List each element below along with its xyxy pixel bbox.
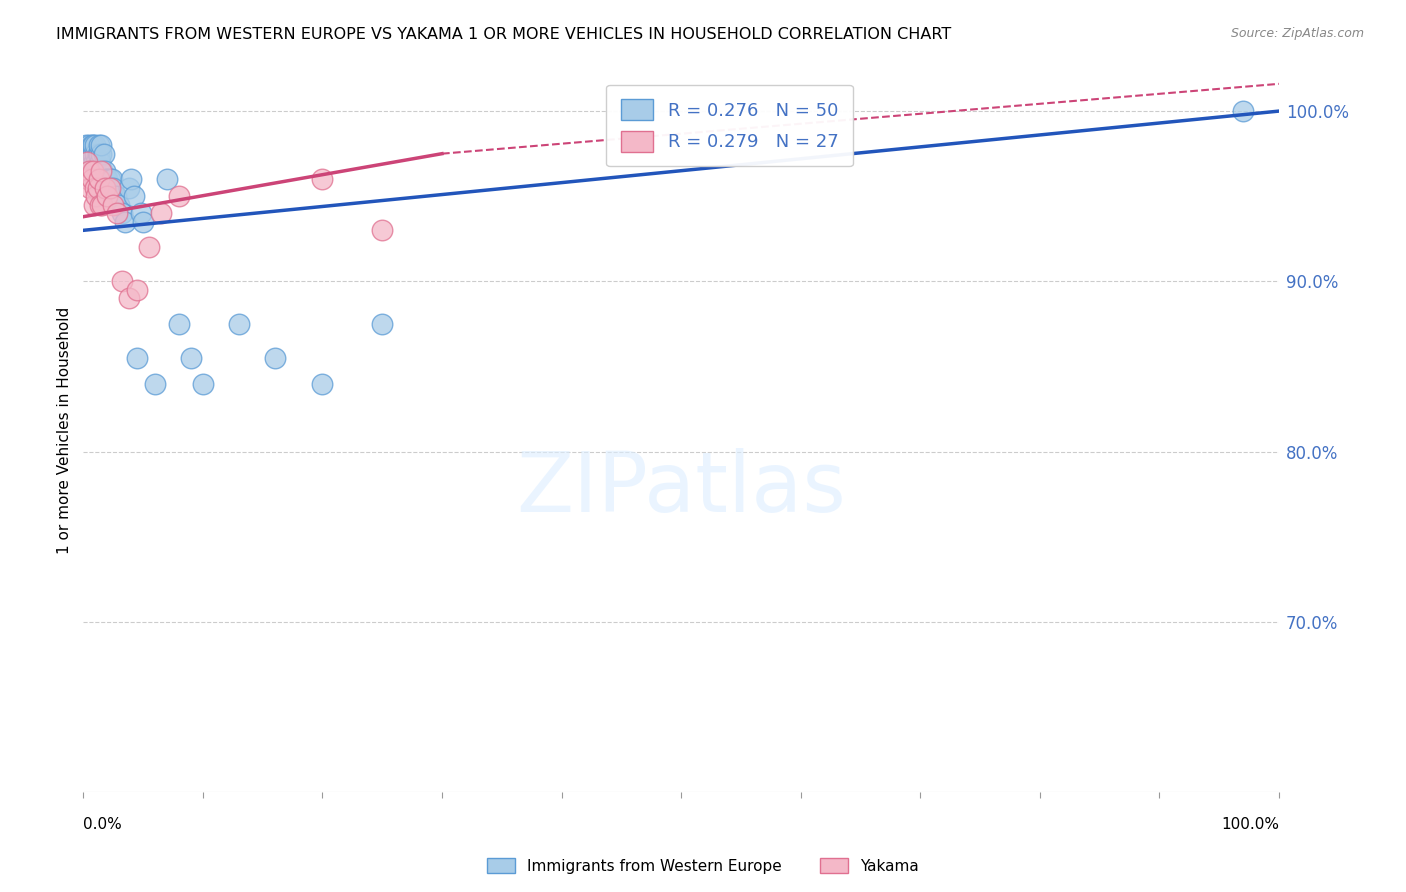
Point xyxy=(110,274,132,288)
Point xyxy=(90,163,112,178)
Point xyxy=(91,163,114,178)
Point xyxy=(84,138,107,153)
Point xyxy=(94,163,117,178)
Point xyxy=(76,146,98,161)
Point xyxy=(86,180,108,194)
Point xyxy=(94,172,117,186)
Point xyxy=(75,138,97,153)
Point xyxy=(118,180,141,194)
Point xyxy=(311,172,333,186)
Point xyxy=(138,240,160,254)
Text: ZIPatlas: ZIPatlas xyxy=(516,448,846,529)
Point xyxy=(127,351,149,365)
Point xyxy=(156,172,179,186)
Point xyxy=(118,292,141,306)
Point xyxy=(79,155,101,169)
Text: Source: ZipAtlas.com: Source: ZipAtlas.com xyxy=(1230,27,1364,40)
Point xyxy=(82,163,104,178)
Point xyxy=(77,146,100,161)
Point xyxy=(96,172,118,186)
Point xyxy=(122,189,145,203)
Point xyxy=(82,146,104,161)
Point xyxy=(87,172,110,186)
Point xyxy=(150,206,173,220)
Point xyxy=(91,198,114,212)
Point xyxy=(100,180,122,194)
Point xyxy=(105,206,128,220)
Point xyxy=(97,180,120,194)
Point xyxy=(86,146,108,161)
Point xyxy=(77,155,100,169)
Point xyxy=(90,146,112,161)
Point xyxy=(101,180,124,194)
Point xyxy=(120,172,142,186)
Point xyxy=(86,189,108,203)
Point xyxy=(143,376,166,391)
Point xyxy=(83,155,105,169)
Point xyxy=(167,189,190,203)
Point xyxy=(104,189,127,203)
Point xyxy=(84,146,107,161)
Point xyxy=(132,215,155,229)
Point xyxy=(371,317,394,331)
Point xyxy=(98,180,121,194)
Point xyxy=(94,180,117,194)
Point xyxy=(110,206,132,220)
Point xyxy=(191,376,214,391)
Point xyxy=(89,198,111,212)
Point xyxy=(180,351,202,365)
Point xyxy=(96,189,118,203)
Text: IMMIGRANTS FROM WESTERN EUROPE VS YAKAMA 1 OR MORE VEHICLES IN HOUSEHOLD CORRELA: IMMIGRANTS FROM WESTERN EUROPE VS YAKAMA… xyxy=(56,27,952,42)
Point xyxy=(114,215,136,229)
Point xyxy=(83,198,105,212)
Point xyxy=(1232,104,1254,119)
Point xyxy=(80,146,103,161)
Point xyxy=(371,223,394,237)
Legend: Immigrants from Western Europe, Yakama: Immigrants from Western Europe, Yakama xyxy=(481,852,925,880)
Point xyxy=(101,198,124,212)
Point xyxy=(263,351,285,365)
Point xyxy=(228,317,250,331)
Point xyxy=(167,317,190,331)
Point xyxy=(79,180,101,194)
Point xyxy=(77,163,100,178)
Point xyxy=(93,146,115,161)
Point xyxy=(129,206,152,220)
Point xyxy=(127,283,149,297)
Point xyxy=(311,376,333,391)
Point xyxy=(77,172,100,186)
Point xyxy=(87,138,110,153)
Point xyxy=(77,138,100,153)
Point xyxy=(84,180,107,194)
Point xyxy=(87,146,110,161)
Point xyxy=(101,172,124,186)
Point xyxy=(108,198,131,212)
Point xyxy=(82,138,104,153)
Point xyxy=(86,155,108,169)
Text: 100.0%: 100.0% xyxy=(1220,817,1279,832)
Y-axis label: 1 or more Vehicles in Household: 1 or more Vehicles in Household xyxy=(58,307,72,554)
Legend: R = 0.276   N = 50, R = 0.279   N = 27: R = 0.276 N = 50, R = 0.279 N = 27 xyxy=(606,85,853,166)
Point xyxy=(90,138,112,153)
Point xyxy=(80,172,103,186)
Point xyxy=(76,155,98,169)
Point xyxy=(98,172,121,186)
Point xyxy=(89,155,111,169)
Point xyxy=(80,138,103,153)
Text: 0.0%: 0.0% xyxy=(83,817,122,832)
